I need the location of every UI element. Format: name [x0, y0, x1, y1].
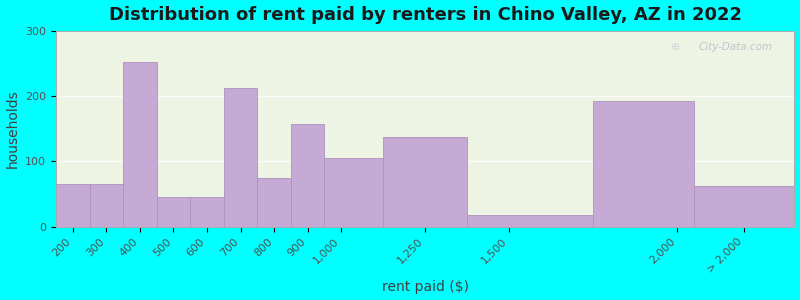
Bar [258, 178, 291, 227]
Bar [157, 197, 190, 227]
Bar [383, 136, 467, 227]
Bar [56, 184, 90, 227]
Bar [325, 158, 383, 227]
Bar [90, 184, 123, 227]
X-axis label: rent paid ($): rent paid ($) [382, 280, 469, 294]
Text: ⊕: ⊕ [670, 42, 680, 52]
Y-axis label: households: households [6, 89, 19, 168]
Bar [224, 88, 258, 227]
Bar [190, 197, 224, 227]
Text: City-Data.com: City-Data.com [698, 42, 772, 52]
Bar [467, 215, 593, 227]
Bar [291, 124, 325, 227]
Bar [123, 62, 157, 227]
Bar [593, 101, 694, 227]
Title: Distribution of rent paid by renters in Chino Valley, AZ in 2022: Distribution of rent paid by renters in … [109, 6, 742, 24]
Bar [694, 186, 794, 227]
